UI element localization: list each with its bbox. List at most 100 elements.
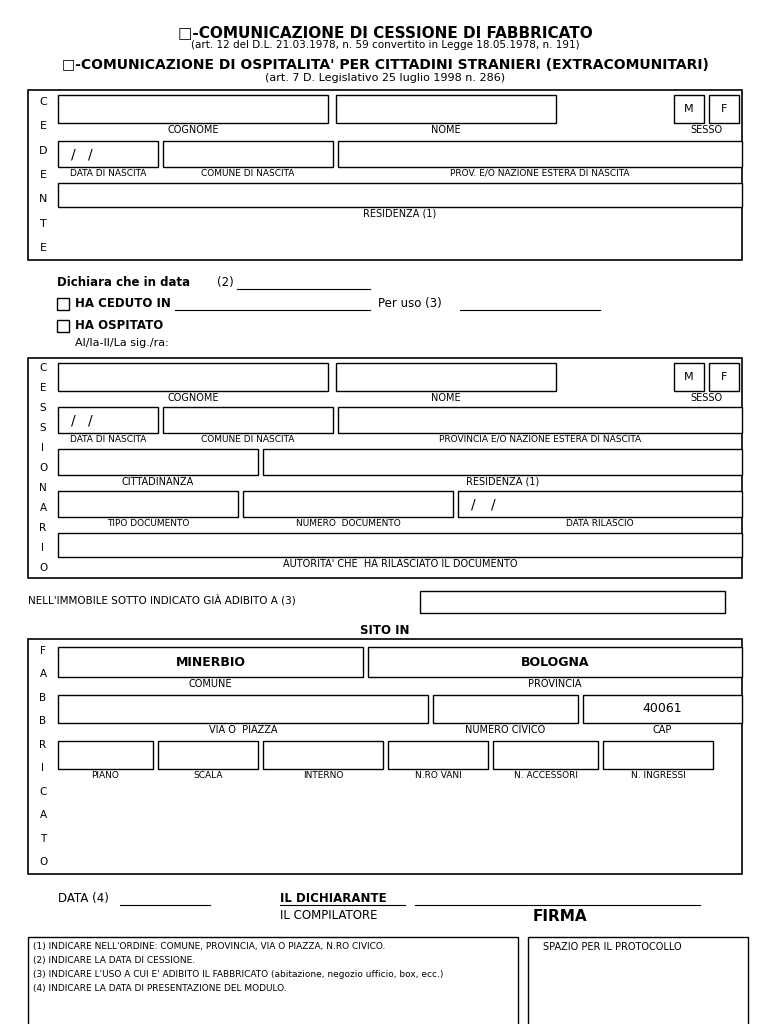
- Bar: [57, 298, 69, 310]
- Text: (3) INDICARE L'USO A CUI E' ADIBITO IL FABBRICATO (abitazione, negozio ufficio, : (3) INDICARE L'USO A CUI E' ADIBITO IL F…: [33, 970, 444, 979]
- Text: SCALA: SCALA: [193, 771, 223, 780]
- Text: E: E: [39, 170, 46, 180]
- Text: SPAZIO PER IL PROTOCOLLO: SPAZIO PER IL PROTOCOLLO: [543, 942, 681, 952]
- Bar: [58, 449, 258, 475]
- Bar: [58, 695, 428, 723]
- Text: A: A: [39, 810, 46, 820]
- Text: M: M: [685, 372, 694, 382]
- Bar: [368, 647, 742, 677]
- Text: A: A: [39, 670, 46, 679]
- Text: O: O: [38, 563, 47, 573]
- Bar: [338, 407, 742, 433]
- Text: NELL'IMMOBILE SOTTO INDICATO GIÀ ADIBITO A (3): NELL'IMMOBILE SOTTO INDICATO GIÀ ADIBITO…: [28, 594, 296, 605]
- Text: /: /: [88, 147, 92, 161]
- Text: N. INGRESSI: N. INGRESSI: [631, 771, 685, 780]
- Bar: [57, 319, 69, 332]
- Text: I: I: [42, 443, 45, 453]
- Text: IL DICHIARANTE: IL DICHIARANTE: [280, 892, 387, 905]
- Text: □-COMUNICAZIONE DI OSPITALITA' PER CITTADINI STRANIERI (EXTRACOMUNITARI): □-COMUNICAZIONE DI OSPITALITA' PER CITTA…: [62, 58, 708, 72]
- Text: 40061: 40061: [643, 702, 682, 716]
- Text: (art. 12 del D.L. 21.03.1978, n. 59 convertito in Legge 18.05.1978, n. 191): (art. 12 del D.L. 21.03.1978, n. 59 conv…: [191, 40, 579, 50]
- Text: SESSO: SESSO: [691, 125, 722, 135]
- Text: PROVINCIA E/O NAZIONE ESTERA DI NASCITA: PROVINCIA E/O NAZIONE ESTERA DI NASCITA: [439, 435, 641, 444]
- Text: Dichiara che in data: Dichiara che in data: [57, 276, 190, 289]
- Text: AUTORITA' CHE  HA RILASCIATO IL DOCUMENTO: AUTORITA' CHE HA RILASCIATO IL DOCUMENTO: [283, 559, 517, 569]
- Text: F: F: [721, 372, 727, 382]
- Bar: [28, 358, 742, 578]
- Text: N. ACCESSORI: N. ACCESSORI: [514, 771, 578, 780]
- Bar: [674, 95, 704, 123]
- Text: COMUNE: COMUNE: [189, 679, 233, 689]
- Bar: [58, 407, 158, 433]
- Text: N.RO VANI: N.RO VANI: [414, 771, 461, 780]
- Bar: [528, 937, 748, 1024]
- Bar: [458, 490, 742, 517]
- Bar: [28, 937, 518, 1024]
- Bar: [603, 741, 713, 769]
- Text: B: B: [39, 716, 46, 726]
- Text: B: B: [39, 693, 46, 702]
- Text: PROVINCIA: PROVINCIA: [528, 679, 582, 689]
- Text: Al/la-Il/La sig./ra:: Al/la-Il/La sig./ra:: [75, 338, 169, 348]
- Bar: [158, 741, 258, 769]
- Text: DATA RILASCIO: DATA RILASCIO: [566, 519, 634, 528]
- Text: /: /: [470, 497, 475, 511]
- Text: FIRMA: FIRMA: [533, 909, 588, 924]
- Text: T: T: [40, 834, 46, 844]
- Text: IL COMPILATORE: IL COMPILATORE: [280, 909, 377, 922]
- Bar: [58, 141, 158, 167]
- Bar: [163, 407, 333, 433]
- Text: Per uso (3): Per uso (3): [378, 297, 442, 310]
- Bar: [493, 741, 598, 769]
- Bar: [58, 95, 328, 123]
- Bar: [709, 362, 739, 391]
- Text: I: I: [42, 543, 45, 553]
- Text: CITTADINANZA: CITTADINANZA: [122, 477, 194, 487]
- Text: SESSO: SESSO: [691, 393, 722, 403]
- Text: COGNOME: COGNOME: [167, 125, 219, 135]
- Text: E: E: [39, 122, 46, 131]
- Text: (art. 7 D. Legislativo 25 luglio 1998 n. 286): (art. 7 D. Legislativo 25 luglio 1998 n.…: [265, 73, 505, 83]
- Text: NUMERO CIVICO: NUMERO CIVICO: [465, 725, 546, 735]
- Text: □-COMUNICAZIONE DI CESSIONE DI FABBRICATO: □-COMUNICAZIONE DI CESSIONE DI FABBRICAT…: [178, 25, 592, 40]
- Text: A: A: [39, 503, 46, 513]
- Bar: [58, 362, 328, 391]
- Bar: [58, 183, 742, 207]
- Text: BOLOGNA: BOLOGNA: [521, 655, 589, 669]
- Text: VIA O  PIAZZA: VIA O PIAZZA: [209, 725, 277, 735]
- Text: E: E: [40, 383, 46, 393]
- Text: /: /: [88, 413, 92, 427]
- Bar: [28, 90, 742, 260]
- Bar: [263, 741, 383, 769]
- Bar: [263, 449, 742, 475]
- Bar: [433, 695, 578, 723]
- Text: O: O: [38, 857, 47, 867]
- Text: DATA DI NASCITA: DATA DI NASCITA: [70, 435, 146, 444]
- Bar: [163, 141, 333, 167]
- Text: F: F: [721, 104, 727, 114]
- Text: MINERBIO: MINERBIO: [176, 655, 246, 669]
- Text: NOME: NOME: [431, 125, 460, 135]
- Text: F: F: [40, 646, 46, 655]
- Bar: [243, 490, 453, 517]
- Text: C: C: [39, 362, 47, 373]
- Text: T: T: [39, 218, 46, 228]
- Text: NUMERO  DOCUMENTO: NUMERO DOCUMENTO: [296, 519, 400, 528]
- Text: D: D: [38, 145, 47, 156]
- Text: SITO IN: SITO IN: [360, 624, 410, 637]
- Bar: [28, 639, 742, 874]
- Text: (2) INDICARE LA DATA DI CESSIONE.: (2) INDICARE LA DATA DI CESSIONE.: [33, 956, 195, 965]
- Text: COMUNE DI NASCITA: COMUNE DI NASCITA: [201, 435, 295, 444]
- Text: TIPO DOCUMENTO: TIPO DOCUMENTO: [107, 519, 189, 528]
- Text: N: N: [39, 483, 47, 493]
- Bar: [709, 95, 739, 123]
- Text: N: N: [38, 195, 47, 204]
- Bar: [58, 534, 742, 557]
- Text: INTERNO: INTERNO: [303, 771, 343, 780]
- Bar: [388, 741, 488, 769]
- Text: C: C: [39, 97, 47, 108]
- Bar: [420, 591, 725, 613]
- Text: HA CEDUTO IN: HA CEDUTO IN: [75, 297, 171, 310]
- Text: I: I: [42, 763, 45, 773]
- Text: DATA DI NASCITA: DATA DI NASCITA: [70, 169, 146, 178]
